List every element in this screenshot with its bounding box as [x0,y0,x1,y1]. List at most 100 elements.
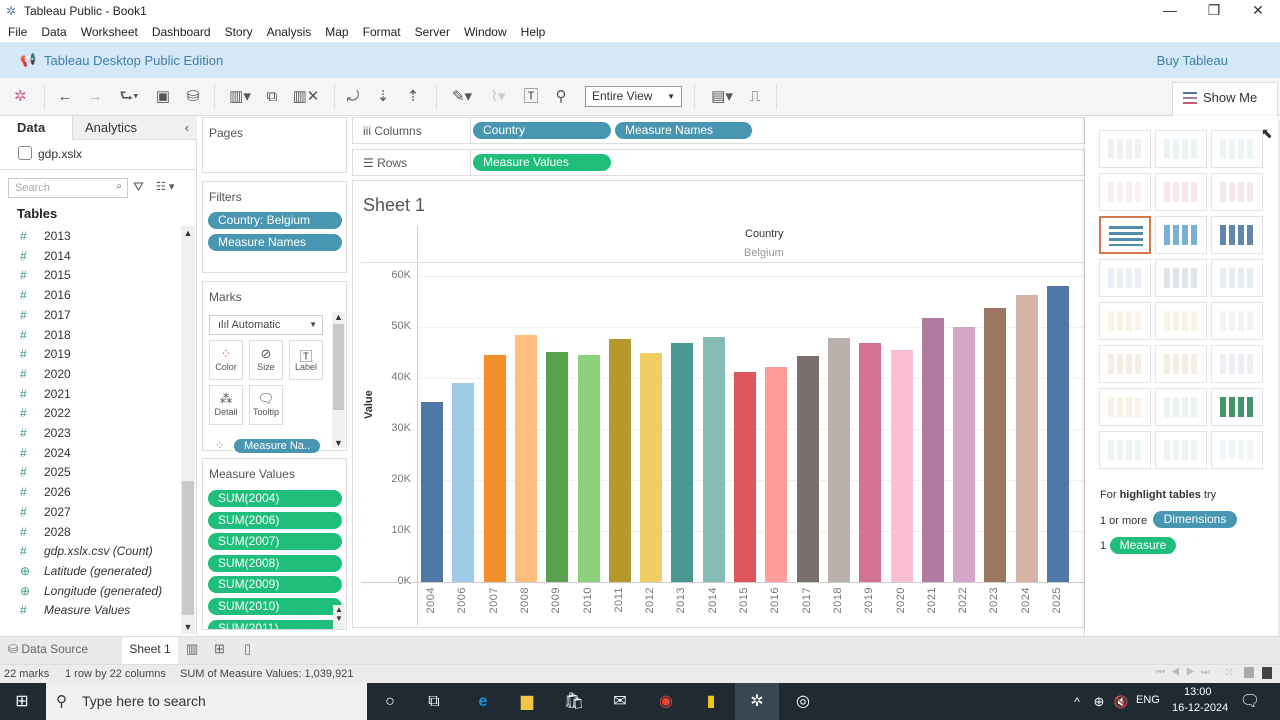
show-filmstrip-icon[interactable] [1244,667,1254,678]
field-item[interactable]: #2021 [20,384,71,404]
bar-2020[interactable] [890,349,913,582]
menu-story[interactable]: Story [224,25,253,39]
menu-file[interactable]: File [8,25,28,39]
menu-help[interactable]: Help [520,25,546,39]
scroll-up-icon[interactable]: ▲ [183,228,193,238]
bar-2024[interactable] [1015,294,1038,582]
chart-type-histogram-icon[interactable] [1155,388,1207,426]
measure-values-scrollbar[interactable]: ▲ ▼ [333,605,345,629]
scroll-up-icon[interactable]: ▲ [334,312,343,322]
field-item[interactable]: #2016 [20,285,71,305]
chart-type-horizontal-bars-icon[interactable] [1099,216,1151,254]
minimize-button[interactable]: — [1163,2,1177,18]
chart-type-stacked-bars-icon[interactable] [1155,216,1207,254]
bar-2023[interactable] [984,308,1007,582]
column-pill-country[interactable]: Country [473,122,611,139]
field-item[interactable]: #2014 [20,246,71,266]
menu-dashboard[interactable]: Dashboard [151,25,211,39]
show-mark-labels-icon[interactable]: 🅃 [523,88,539,105]
field-item[interactable]: #2024 [20,443,71,463]
tab-analytics[interactable]: Analytics ‹ [72,116,197,140]
taskbar-search-input[interactable]: ⚲ Type here to search [46,683,367,720]
scroll-up-icon[interactable]: ▲ [335,605,343,614]
column-pill-measure-names[interactable]: Measure Names [615,122,752,139]
chart-type-text-table-icon[interactable] [1099,130,1151,168]
field-item[interactable]: #2020 [20,364,71,384]
store-icon[interactable]: 🛍 [563,693,585,710]
chart-type-continuous-lines-icon[interactable] [1099,302,1151,340]
field-item[interactable]: #2015 [20,265,71,285]
tooltip-button[interactable]: 🗨 Tooltip [249,385,283,425]
chart-type-area-continuous-icon[interactable] [1099,345,1151,383]
bar-2014[interactable] [702,337,725,582]
row-pill-measure-values[interactable]: Measure Values [473,154,611,171]
field-item[interactable]: ⊕ Latitude (generated) [20,561,152,581]
scroll-down-icon[interactable]: ▼ [334,438,343,448]
chart-type-side-by-side-bars-icon[interactable] [1211,216,1263,254]
bar-2022[interactable] [953,327,976,582]
filter-pill-country[interactable]: Country: Belgium [208,212,342,229]
obs-icon[interactable]: ◎ [796,693,810,710]
mark-type-select[interactable]: ılıl Automatic ▼ [209,315,323,335]
redo-icon[interactable]: → [87,88,103,105]
color-button[interactable]: ⁘ Color [209,340,243,380]
chart-type-dual-combination-icon[interactable] [1211,345,1263,383]
chart-type-bullet-graph-icon[interactable] [1155,431,1207,469]
field-item[interactable]: #2013 [20,226,71,246]
filter-icon[interactable]: ⛛ [133,179,144,194]
windows-start-icon[interactable]: ⊞ [15,693,29,710]
bar-2018[interactable] [827,338,850,582]
volume-muted-icon[interactable]: 🔇 [1113,695,1129,709]
filter-pill-measure-names[interactable]: Measure Names [208,234,342,251]
show-sheet-sorter-icon[interactable]: ⁙ [1224,667,1234,679]
search-input[interactable]: Search ⌕ [8,178,128,198]
bar-2025[interactable] [1047,286,1069,582]
chart-type-circle-views-icon[interactable] [1155,259,1207,297]
edge-icon[interactable]: e [478,693,488,710]
show-me-button[interactable]: Show Me [1172,82,1278,116]
show-tabs-icon[interactable] [1262,667,1272,679]
clock-time[interactable]: 13:00 [1184,686,1212,698]
replay-icon[interactable]: ⮑▾ [119,88,139,105]
field-item[interactable]: #2025 [20,462,71,482]
chart-type-scatter-plot-icon[interactable] [1099,388,1151,426]
new-worksheet-icon[interactable]: ▥▾ [229,88,251,105]
action-center-icon[interactable]: 🗨 [1239,693,1261,710]
tableau-home-icon[interactable]: ✲ [14,88,27,105]
menu-format[interactable]: Format [362,25,401,39]
tab-sheet-1[interactable]: Sheet 1 [122,637,178,664]
menu-data[interactable]: Data [41,25,67,39]
color-pill-measure-names[interactable]: Measure Na.. [234,439,320,453]
bar-2021[interactable] [921,317,944,582]
cortana-icon[interactable]: ○ [385,693,395,710]
scrollbar-thumb[interactable] [333,324,344,410]
chart-type-dual-lines-icon[interactable] [1211,302,1263,340]
undo-icon[interactable]: ← [57,88,73,105]
scroll-down-icon[interactable]: ▼ [183,622,193,632]
bar-2009[interactable] [546,351,569,582]
mail-icon[interactable]: ✉ [613,693,627,710]
chart-type-treemap-icon[interactable] [1099,259,1151,297]
highlight-icon[interactable]: ✎▾ [451,88,473,105]
tab-data[interactable]: Data [0,116,72,140]
bar-2013[interactable] [671,342,694,582]
bar-2010[interactable] [577,355,600,582]
menu-map[interactable]: Map [325,25,349,39]
bar-2016[interactable] [765,366,788,582]
group-members-icon[interactable]: ⌇▾ [490,88,506,105]
clear-sheet-icon[interactable]: ▥✕ [292,88,320,105]
duplicate-sheet-icon[interactable]: ⧉ [266,88,278,105]
chart-type-box-and-whisker-icon[interactable] [1211,388,1263,426]
file-explorer-icon[interactable]: ▆ [520,693,534,710]
bar-2004[interactable] [421,401,443,582]
chart-type-highlight-table-icon[interactable] [1211,130,1263,168]
bar-2008[interactable] [514,335,537,582]
sort-descending-icon[interactable]: ⇡ [406,88,420,105]
field-item[interactable]: #2028 [20,522,71,542]
buy-tableau-link[interactable]: Buy Tableau [1156,52,1228,68]
presentation-mode-icon[interactable]: ⎍ [749,88,761,105]
measure-value-pill[interactable]: SUM(2007) [208,533,342,551]
chrome-icon[interactable]: ◉ [659,693,673,710]
measure-value-pill[interactable]: SUM(2009) [208,576,342,594]
menu-analysis[interactable]: Analysis [266,25,312,39]
